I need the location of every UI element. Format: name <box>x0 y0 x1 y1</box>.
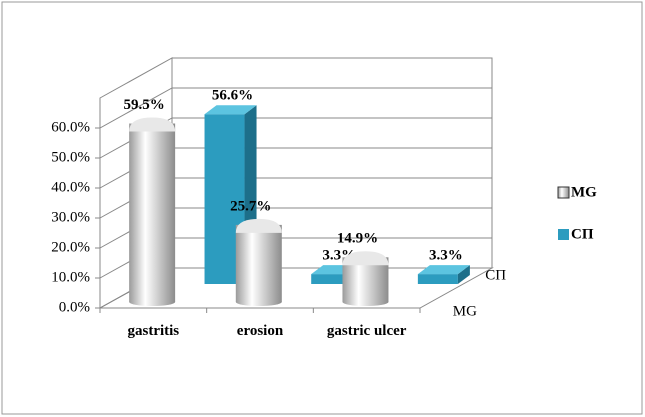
y-tick-label: 30.0% <box>51 209 90 225</box>
depth-label: MG <box>453 303 477 319</box>
y-tick-label: 10.0% <box>51 269 90 285</box>
value-label: 14.9% <box>337 231 378 247</box>
bar <box>129 117 176 306</box>
legend-label: СП <box>571 226 594 242</box>
x-tick-label: gastric ulcer <box>326 323 407 339</box>
grid-line <box>99 87 492 129</box>
x-tick-label: erosion <box>236 323 284 339</box>
value-label: 56.6% <box>212 88 253 104</box>
y-tick-label: 60.0% <box>51 119 90 135</box>
value-label: 59.5% <box>124 97 165 113</box>
y-tick-label: 50.0% <box>51 149 90 165</box>
y-tick-label: 20.0% <box>51 239 90 255</box>
legend-swatch <box>558 229 569 240</box>
depth-label: СП <box>485 267 506 283</box>
bar <box>342 251 389 306</box>
bar <box>417 265 470 284</box>
bar <box>235 218 282 306</box>
x-tick-label: gastritis <box>127 323 180 339</box>
legend-label: MG <box>571 184 597 200</box>
y-tick-label: 0.0% <box>59 299 90 315</box>
value-label: 25.7% <box>230 198 271 214</box>
legend-swatch <box>557 186 570 199</box>
y-tick-label: 40.0% <box>51 179 90 195</box>
value-label: 3.3% <box>429 248 463 264</box>
grid-line <box>99 117 492 159</box>
